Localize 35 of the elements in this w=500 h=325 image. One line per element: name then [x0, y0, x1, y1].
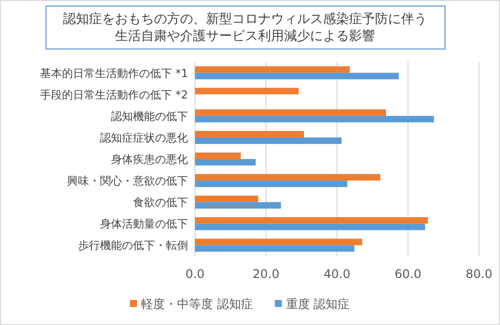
bar [195, 238, 362, 246]
bar [195, 224, 426, 230]
y-tick-label: 認知症症状の悪化 [100, 131, 188, 144]
bar [195, 196, 258, 202]
legend-label: 軽度・中等度 認知症 [141, 297, 253, 311]
bar [195, 137, 342, 144]
bar [195, 245, 354, 252]
title: 認知症をおもちの方の、新型コロナウィルス感染症予防に伴う生活自粛や介護サービス利用減少による影響 [46, 6, 446, 50]
y-tick-label: 興味・関心・意欲の低下 [67, 174, 188, 188]
bar [195, 116, 434, 122]
chart-title: 認知症をおもちの方の、新型コロナウィルス感染症予防に伴う生活自粛や介護サービス利用減少による影響 [63, 11, 427, 44]
bar [195, 152, 241, 159]
bar [195, 66, 350, 73]
bar [195, 202, 281, 209]
y-tick-label: 認知機能の低下 [111, 110, 188, 123]
y-tick-label: 食欲の低下 [133, 196, 188, 210]
legend-label: 重度 認知症 [286, 297, 350, 311]
y-tick-label: 基本的日常生活動作の低下 *1 [40, 66, 188, 80]
x-tick-label: 40.0 [324, 267, 350, 281]
bar [195, 174, 380, 181]
bar [195, 130, 304, 138]
y-tick-label: 身体活動量の低下 [100, 218, 188, 231]
bar [195, 180, 348, 188]
x-tick-label: 0.0 [185, 267, 205, 281]
x-tick-label: 60.0 [394, 267, 422, 281]
x-tick-label: 20.0 [252, 267, 280, 281]
y-tick-label: 身体疾患の悪化 [111, 153, 188, 166]
bar [195, 159, 256, 166]
bar [195, 109, 386, 116]
y-tick-label: 手段的日常生活動作の低下 *2 [40, 88, 188, 102]
bar [195, 88, 299, 94]
bar [195, 217, 428, 224]
bar [195, 72, 399, 80]
y-tick-label: 歩行機能の低下・転倒 [78, 239, 188, 252]
x-tick-label: 80.0 [466, 267, 492, 281]
